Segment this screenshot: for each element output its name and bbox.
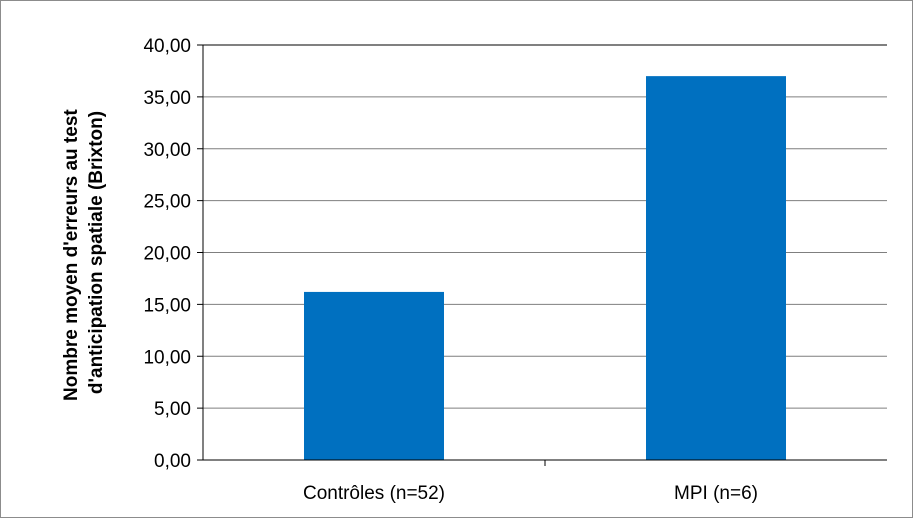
- y-tick-label: 25,00: [143, 192, 191, 213]
- y-axis-label: Nombre moyen d'erreurs au test d'anticip…: [61, 104, 107, 401]
- x-tick-label: MPI (n=6): [674, 483, 758, 504]
- y-tick-label: 0,00: [154, 451, 191, 472]
- axes: [197, 44, 887, 466]
- y-tick-label: 20,00: [143, 244, 191, 265]
- x-tick-label: Contrôles (n=52): [303, 483, 445, 504]
- y-tick-label: 30,00: [143, 140, 191, 161]
- y-tick-label: 40,00: [143, 36, 191, 57]
- x-tick-labels: Contrôles (n=52) MPI (n=6): [303, 483, 758, 504]
- y-tick-label: 15,00: [143, 295, 191, 316]
- y-tick-label: 5,00: [154, 399, 191, 420]
- y-axis-label-line-1: Nombre moyen d'erreurs au test: [61, 109, 82, 401]
- y-tick-label: 10,00: [143, 347, 191, 368]
- bars: [304, 76, 786, 460]
- y-tick-label: 35,00: [143, 88, 191, 109]
- bar: [646, 76, 786, 460]
- y-axis-label-line-2: d'anticipation spatiale (Brixton): [86, 111, 107, 394]
- y-tick-labels: 0,00 5,00 10,00 15,00 20,00 25,00 30,00 35,00 40…: [143, 36, 191, 472]
- bar: [304, 291, 444, 460]
